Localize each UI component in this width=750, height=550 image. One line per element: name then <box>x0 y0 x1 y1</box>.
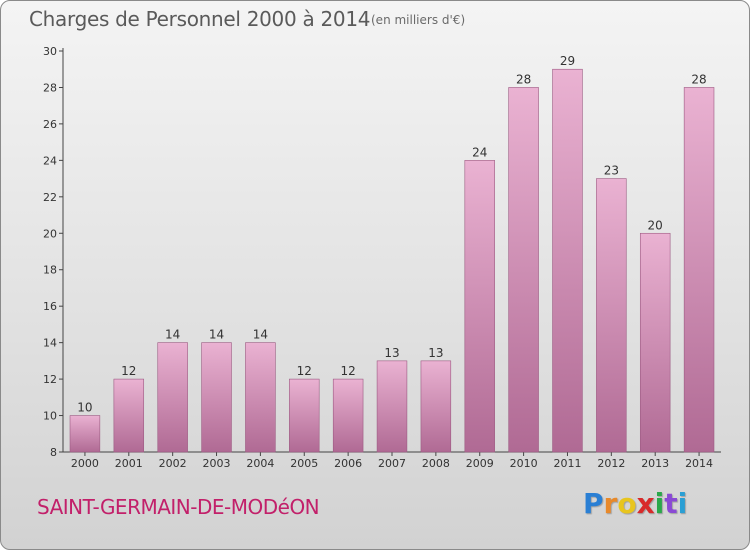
data-label-2000: 10 <box>77 401 92 415</box>
bar-2007 <box>376 360 408 453</box>
bar-2010 <box>508 87 539 453</box>
x-tick-label-2003: 2003 <box>203 457 231 470</box>
logo-letter: r <box>603 487 618 520</box>
y-tick-label: 8 <box>50 446 57 459</box>
proxiti-logo: Proxiti <box>583 487 687 520</box>
chart-data-labels: 10 12 14 14 14 12 12 13 13 24 28 29 23 20 28 <box>77 54 706 414</box>
data-label-2013: 20 <box>648 218 663 232</box>
x-tick-label-2005: 2005 <box>290 457 318 470</box>
bar-2012 <box>596 178 627 453</box>
logo-letter: o <box>617 487 637 520</box>
y-tick-label: 26 <box>43 118 57 131</box>
x-tick-label-2009: 2009 <box>466 457 494 470</box>
chart-title: Charges de Personnel 2000 à 2014 <box>29 7 371 31</box>
bar-2011 <box>552 68 583 453</box>
x-tick-label-2007: 2007 <box>378 457 406 470</box>
y-tick-label: 24 <box>43 154 57 167</box>
y-tick-label: 22 <box>43 191 57 204</box>
bar-2014 <box>683 87 715 453</box>
bar-2002 <box>157 342 188 453</box>
data-label-2004: 14 <box>253 328 268 342</box>
data-label-2010: 28 <box>516 72 531 86</box>
x-tick-label-2011: 2011 <box>553 457 581 470</box>
data-label-2014: 28 <box>691 72 706 86</box>
bar-2013 <box>639 232 671 453</box>
y-tick-label: 10 <box>43 410 57 423</box>
x-tick-label-2013: 2013 <box>641 457 669 470</box>
x-tick-label-2002: 2002 <box>159 457 187 470</box>
x-tick-label-2014: 2014 <box>685 457 713 470</box>
chart-bars <box>69 68 715 453</box>
data-label-2007: 13 <box>384 346 399 360</box>
y-tick-label: 20 <box>43 227 57 240</box>
logo-letter: P <box>583 487 604 520</box>
bar-2009 <box>464 160 495 453</box>
logo-letter: i <box>654 487 665 520</box>
x-tick-label-2004: 2004 <box>246 457 274 470</box>
bar-2004 <box>245 342 276 453</box>
data-label-2008: 13 <box>428 346 443 360</box>
y-tick-label: 30 <box>43 45 57 58</box>
bar-2006 <box>332 378 364 453</box>
logo-letter: x <box>636 487 655 520</box>
commune-name: SAINT-GERMAIN-DE-MODéON <box>37 495 320 519</box>
chart-axes: 8 10 12 14 16 18 20 22 24 26 28 30 2000 2001 2002 2003 2… <box>43 45 721 470</box>
data-label-2002: 14 <box>165 328 180 342</box>
x-tick-label-2000: 2000 <box>71 457 99 470</box>
data-label-2003: 14 <box>209 328 224 342</box>
x-tick-label-2001: 2001 <box>115 457 143 470</box>
y-tick-label: 14 <box>43 337 57 350</box>
data-label-2012: 23 <box>604 164 619 178</box>
logo-letter: t <box>664 487 678 520</box>
x-tick-label-2012: 2012 <box>597 457 625 470</box>
y-tick-label: 16 <box>43 300 57 313</box>
data-label-2011: 29 <box>560 54 575 68</box>
x-tick-label-2010: 2010 <box>510 457 538 470</box>
data-label-2009: 24 <box>472 145 487 159</box>
y-tick-label: 12 <box>43 373 57 386</box>
bar-2008 <box>420 360 452 453</box>
y-tick-label: 18 <box>43 264 57 277</box>
data-label-2005: 12 <box>297 364 312 378</box>
bar-2000 <box>69 415 101 453</box>
bar-2005 <box>289 378 320 453</box>
x-tick-label-2006: 2006 <box>334 457 362 470</box>
x-tick-label-2008: 2008 <box>422 457 450 470</box>
y-tick-label: 28 <box>43 81 57 94</box>
chart-unit-label: (en milliers d'€) <box>371 13 466 27</box>
data-label-2006: 12 <box>340 364 355 378</box>
bar-2003 <box>201 342 232 453</box>
data-label-2001: 12 <box>121 364 136 378</box>
bar-2001 <box>113 378 145 453</box>
logo-letter: i <box>677 487 688 520</box>
